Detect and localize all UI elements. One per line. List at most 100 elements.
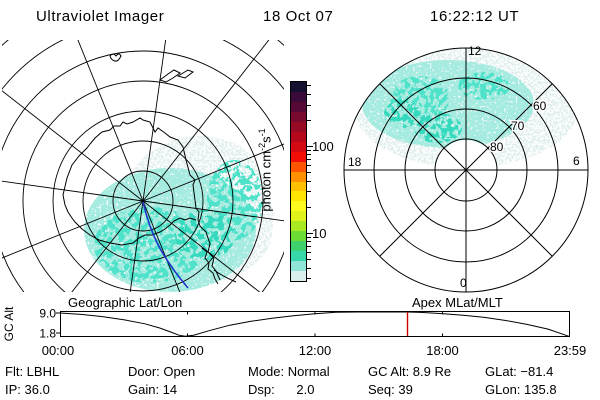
status-seq: Seq: 39	[368, 382, 413, 397]
colorbar-unit-label: photon cm-2s-1	[257, 85, 275, 255]
colorbar-minor-tick	[307, 191, 311, 192]
lat-circle	[2, 50, 284, 292]
xtick-0600: 06:00	[171, 343, 204, 358]
apex-dial: 12 18 6 0 60 70 80	[343, 44, 589, 293]
aurora-emission-geographic	[84, 136, 273, 292]
colorbar-band	[291, 211, 306, 222]
colorbar-minor-tick	[307, 165, 311, 166]
lon-spoke	[142, 143, 284, 202]
time-axis-labels: 00:00 06:00 12:00 18:00 23:59	[42, 343, 587, 358]
mlt-spoke	[379, 83, 553, 257]
colorbar-minor-tick	[307, 207, 311, 208]
unit-sup-2: -2	[257, 142, 267, 151]
coastline-island-a	[158, 69, 181, 83]
lon-spoke	[2, 90, 144, 202]
lat-circle	[22, 80, 264, 292]
status-door: Door: Open	[128, 364, 196, 379]
lat-circle	[82, 140, 204, 262]
coastline-peninsula-islands	[201, 247, 219, 285]
colorbar-band	[291, 141, 306, 152]
colorbar-minor-tick	[307, 268, 311, 269]
colorbar-band	[291, 131, 306, 142]
colorbar-minor-tick	[307, 241, 311, 242]
colorbar-band	[291, 251, 306, 262]
colorbar-minor-tick	[307, 181, 311, 182]
colorbar-minor-tick	[307, 172, 311, 173]
status-ip: IP: 36.0	[5, 382, 50, 397]
colorbar-band	[291, 191, 306, 202]
colorbar-minor-tick	[307, 105, 311, 106]
coastline-far-island	[213, 269, 237, 283]
colorbar-minor-tick	[307, 278, 311, 279]
geographic-map	[2, 40, 284, 292]
colorbar-minor-tick	[307, 259, 311, 260]
colorbar-band	[291, 111, 306, 122]
unit-s: s	[258, 136, 274, 143]
colorbar-minor-tick	[307, 120, 311, 121]
date-label: 18 Oct 07	[263, 8, 334, 25]
lon-spoke	[142, 40, 167, 202]
mlt-label-12: 12	[468, 44, 482, 58]
unit-sup-1: -1	[257, 128, 267, 137]
colorbar-band	[291, 221, 306, 232]
mlat-label-80: 80	[490, 140, 504, 154]
lon-spoke	[2, 180, 144, 202]
colorbar-band	[291, 261, 306, 272]
mlt-label-0: 0	[460, 276, 467, 290]
colorbar-gradient	[290, 81, 307, 282]
lat-circle	[52, 110, 234, 292]
colorbar-minor-tick	[307, 154, 311, 155]
colorbar-tick-10: 10	[312, 226, 327, 241]
geographic-grid	[2, 40, 284, 292]
lon-spoke	[142, 40, 270, 202]
colorbar-minor-tick	[307, 252, 311, 253]
colorbar-tick-100: 100	[312, 139, 334, 154]
mlt-label-6: 6	[573, 154, 580, 168]
lon-spoke	[142, 200, 261, 292]
xtick-1800: 18:00	[426, 343, 459, 358]
lon-spoke	[142, 200, 284, 222]
lon-spoke	[77, 40, 144, 202]
colorbar-band	[291, 121, 306, 132]
gc-alt-plot-frame	[60, 311, 570, 337]
colorbar-minor-tick	[307, 94, 311, 95]
status-dsp: Dsp: 2.0	[248, 382, 315, 397]
coastline-island-c	[109, 53, 122, 62]
colorbar-band	[291, 241, 306, 252]
xtick-0000: 00:00	[42, 343, 75, 358]
colorbar-band	[291, 171, 306, 182]
status-gain: Gain: 14	[128, 382, 178, 397]
colorbar-major-tick	[307, 146, 313, 147]
app-title: Ultraviolet Imager	[36, 8, 165, 25]
colorbar-minor-tick	[307, 159, 311, 160]
colorbar-minor-tick	[307, 85, 311, 86]
gc-alt-axis-label: GC Alt	[2, 306, 16, 341]
status-mode: Mode: Normal	[248, 364, 330, 379]
colorbar-band	[291, 201, 306, 212]
left-plot-caption: Geographic Lat/Lon	[68, 295, 183, 310]
mlat-label-60: 60	[533, 99, 547, 113]
status-glon: GLon: 135.8	[485, 382, 557, 397]
unit-text: photon cm	[258, 150, 274, 212]
lon-spoke	[2, 200, 144, 259]
colorbar-band	[291, 161, 306, 172]
gc-alt-axis-ticks	[56, 311, 443, 337]
ytick-1-8: 1.8	[39, 327, 56, 341]
xtick-1200: 12:00	[299, 343, 332, 358]
colorbar-band	[291, 231, 306, 242]
xtick-2359: 23:59	[554, 343, 587, 358]
colorbar-band	[291, 101, 306, 112]
mlat-label-70: 70	[511, 119, 525, 133]
status-flt: Flt: LBHL	[5, 364, 60, 379]
lat-circle	[112, 170, 174, 232]
gc-alt-curve	[59, 311, 570, 337]
colorbar-ticks	[307, 81, 315, 281]
status-gc-alt: GC Alt: 8.9 Re	[368, 364, 452, 379]
lon-spoke	[71, 200, 144, 292]
colorbar-band	[291, 151, 306, 162]
gc-alt-plot: 9.0 1.8 GC Alt 00:00 06:00 12:00 18:00 2…	[2, 306, 587, 358]
colorbar-band	[291, 271, 306, 282]
lon-spoke	[142, 200, 181, 292]
right-plot-caption: Apex MLat/MLT	[412, 295, 503, 310]
